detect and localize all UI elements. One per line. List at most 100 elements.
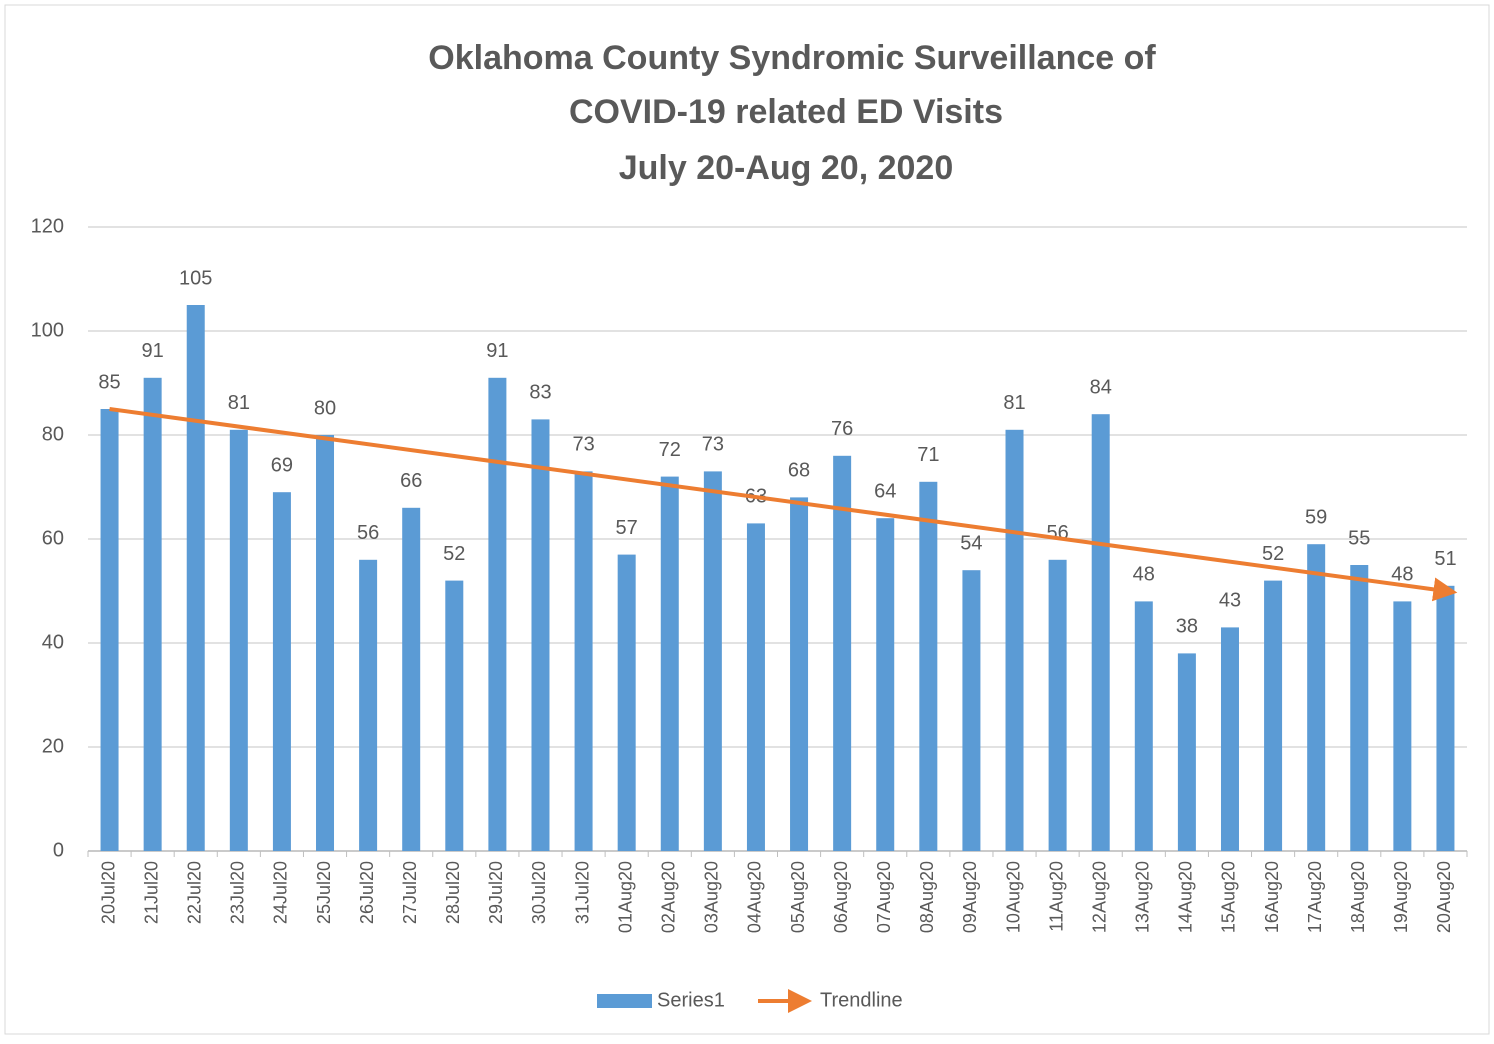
data-label: 48: [1133, 564, 1155, 586]
x-tick-label: 20Jul20: [98, 861, 118, 924]
data-label: 64: [874, 480, 896, 502]
bar: [186, 305, 205, 851]
bar: [790, 497, 809, 851]
legend-swatch: [597, 994, 652, 1008]
x-tick-label: 22Jul20: [184, 861, 204, 924]
data-label: 68: [788, 460, 810, 482]
bar: [876, 518, 895, 851]
data-label: 52: [1262, 543, 1284, 565]
x-tick-label: 05Aug20: [788, 861, 808, 933]
legend-label: Series1: [657, 989, 725, 1011]
data-label: 73: [572, 434, 594, 456]
data-label: 81: [228, 392, 250, 414]
x-tick-label: 10Aug20: [1003, 861, 1023, 933]
x-tick-label: 14Aug20: [1176, 861, 1196, 933]
data-label: 54: [960, 532, 982, 554]
data-label: 55: [1348, 527, 1370, 549]
bar: [1264, 580, 1283, 851]
data-label: 91: [486, 340, 508, 362]
x-tick-label: 17Aug20: [1305, 861, 1325, 933]
bar: [1005, 429, 1024, 851]
bar: [445, 580, 464, 851]
bar: [316, 435, 335, 851]
y-tick-label: 20: [42, 735, 64, 757]
bar: [402, 507, 421, 851]
bar: [660, 476, 679, 851]
x-tick-label: 27Jul20: [400, 861, 420, 924]
x-tick-label: 28Jul20: [443, 861, 463, 924]
x-tick-label: 24Jul20: [271, 861, 291, 924]
bar: [1134, 601, 1153, 851]
x-tick-label: 12Aug20: [1089, 861, 1109, 933]
data-label: 69: [271, 454, 293, 476]
x-tick-label: 18Aug20: [1348, 861, 1368, 933]
bar: [746, 523, 765, 851]
bar: [1091, 414, 1110, 851]
x-tick-label: 09Aug20: [960, 861, 980, 933]
bar: [359, 559, 378, 851]
x-tick-label: 21Jul20: [141, 861, 161, 924]
data-label: 66: [400, 470, 422, 492]
x-tick-label: 13Aug20: [1133, 861, 1153, 933]
data-label: 84: [1090, 376, 1112, 398]
bar: [1393, 601, 1412, 851]
data-label: 81: [1003, 392, 1025, 414]
bar: [272, 492, 291, 851]
y-tick-label: 40: [42, 631, 64, 653]
data-label: 72: [659, 439, 681, 461]
data-label: 105: [179, 267, 212, 289]
bar: [919, 481, 938, 851]
x-tick-label: 02Aug20: [659, 861, 679, 933]
bar: [1048, 559, 1067, 851]
x-tick-label: 19Aug20: [1391, 861, 1411, 933]
x-tick-label: 31Jul20: [572, 861, 592, 924]
data-label: 71: [917, 444, 939, 466]
bar: [143, 377, 162, 851]
x-tick-label: 20Aug20: [1434, 861, 1454, 933]
bar: [531, 419, 550, 851]
data-label: 43: [1219, 590, 1241, 612]
bar: [703, 471, 722, 851]
x-tick-label: 26Jul20: [357, 861, 377, 924]
bar: [617, 554, 636, 851]
data-label: 52: [443, 543, 465, 565]
bar: [574, 471, 593, 851]
data-label: 48: [1391, 564, 1413, 586]
x-tick-label: 01Aug20: [615, 861, 635, 933]
data-label: 76: [831, 418, 853, 440]
data-label: 83: [529, 382, 551, 404]
y-tick-label: 80: [42, 423, 64, 445]
data-label: 51: [1434, 548, 1456, 570]
x-tick-label: 23Jul20: [228, 861, 248, 924]
x-tick-label: 29Jul20: [486, 861, 506, 924]
bar: [1307, 544, 1326, 851]
data-label: 38: [1176, 616, 1198, 638]
legend-label: Trendline: [820, 989, 903, 1011]
bar: [488, 377, 507, 851]
y-tick-label: 120: [31, 215, 64, 237]
x-tick-label: 06Aug20: [831, 861, 851, 933]
data-label: 56: [357, 522, 379, 544]
y-tick-label: 0: [53, 839, 64, 861]
x-tick-label: 03Aug20: [702, 861, 722, 933]
y-tick-label: 100: [31, 319, 64, 341]
y-tick-label: 60: [42, 527, 64, 549]
x-tick-label: 11Aug20: [1046, 861, 1066, 932]
data-label: 85: [98, 371, 120, 393]
x-tick-label: 25Jul20: [314, 861, 334, 924]
bar: [962, 570, 981, 851]
x-tick-label: 07Aug20: [874, 861, 894, 933]
trendline: [109, 407, 1458, 602]
data-label: 91: [142, 340, 164, 362]
bar: [1350, 565, 1369, 851]
bar: [833, 455, 852, 851]
bar: [1220, 627, 1239, 851]
x-tick-label: 30Jul20: [529, 861, 549, 924]
bar: [229, 429, 248, 851]
bar: [100, 409, 119, 851]
x-tick-label: 15Aug20: [1219, 861, 1239, 933]
chart-border: [4, 4, 1490, 1035]
chart-title: Oklahoma County Syndromic Surveillance o…: [428, 39, 1156, 77]
chart-title: COVID-19 related ED Visits: [569, 93, 1003, 131]
